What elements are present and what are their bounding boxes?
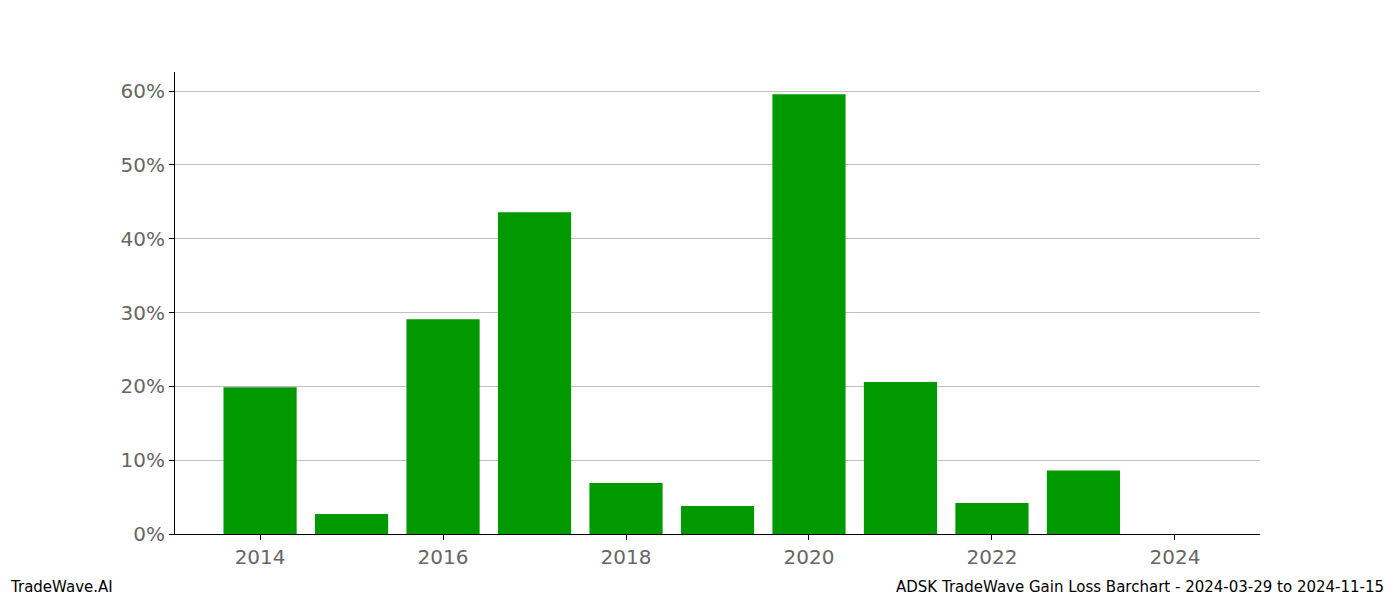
svg-text:60%: 60% (121, 79, 165, 103)
svg-text:2022: 2022 (966, 545, 1017, 569)
svg-text:40%: 40% (121, 227, 165, 251)
svg-text:20%: 20% (121, 374, 165, 398)
svg-text:TradeWave.AI: TradeWave.AI (10, 578, 113, 596)
svg-text:0%: 0% (133, 522, 165, 546)
svg-text:2018: 2018 (601, 545, 652, 569)
svg-text:ADSK TradeWave Gain Loss Barch: ADSK TradeWave Gain Loss Barchart - 2024… (896, 578, 1384, 596)
svg-text:2020: 2020 (784, 545, 835, 569)
svg-text:10%: 10% (121, 448, 165, 472)
svg-text:2024: 2024 (1149, 545, 1200, 569)
svg-text:30%: 30% (121, 301, 165, 325)
svg-text:2016: 2016 (418, 545, 469, 569)
svg-text:50%: 50% (121, 153, 165, 177)
svg-text:2014: 2014 (235, 545, 286, 569)
